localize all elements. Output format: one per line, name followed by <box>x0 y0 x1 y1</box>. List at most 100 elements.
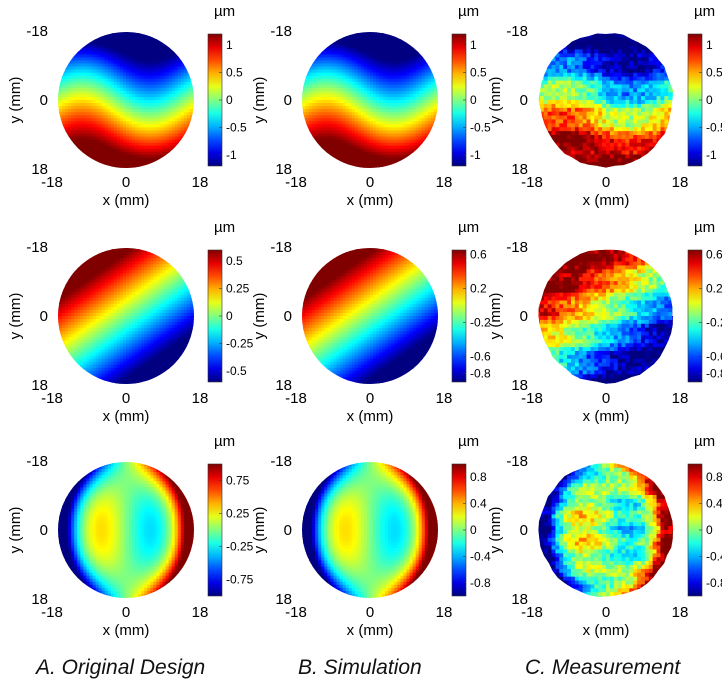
heatmap-cell <box>412 48 417 52</box>
heatmap-cell <box>421 96 426 101</box>
heatmap-cell <box>625 57 630 62</box>
heatmap-cell <box>71 118 75 122</box>
heatmap-cell <box>89 291 94 296</box>
heatmap-cell <box>617 76 623 82</box>
y-tick-label: 0 <box>40 92 48 109</box>
heatmap-cell <box>382 160 386 165</box>
heatmap-cell <box>539 119 545 124</box>
heatmap-cell <box>92 103 97 107</box>
heatmap-cell <box>141 166 145 168</box>
heatmap-cell <box>602 162 607 167</box>
heatmap-cell <box>98 312 103 317</box>
heatmap-cell <box>370 75 374 80</box>
heatmap-cell <box>629 80 634 86</box>
heatmap-cell <box>129 51 133 55</box>
heatmap-cell <box>424 133 429 138</box>
heatmap-cell <box>156 160 161 165</box>
heatmap-cell <box>652 138 658 144</box>
heatmap-cell <box>165 112 170 116</box>
heatmap-cell <box>637 123 642 128</box>
heatmap-cell <box>80 96 84 101</box>
heatmap-cell <box>95 136 100 141</box>
heatmap-cell <box>168 133 173 138</box>
heatmap-cell <box>153 42 158 46</box>
heatmap-b-row1 <box>302 32 438 168</box>
x-axis-label: x (mm) <box>347 192 394 209</box>
heatmap-cell <box>672 80 674 86</box>
heatmap-cell <box>98 100 103 104</box>
heatmap-cell <box>141 103 145 107</box>
heatmap-cell <box>122 96 127 101</box>
heatmap-cell <box>107 118 112 122</box>
heatmap-cell <box>110 54 115 58</box>
heatmap-cell <box>165 148 170 153</box>
heatmap-cell <box>65 282 69 287</box>
heatmap-cell <box>59 106 63 110</box>
heatmap-cell <box>107 33 112 37</box>
heatmap-cell <box>586 88 592 93</box>
heatmap-cell <box>101 270 106 274</box>
heatmap-cell <box>65 87 69 92</box>
heatmap-cell <box>382 63 386 68</box>
heatmap-cell <box>315 84 319 89</box>
heatmap-cell <box>83 121 88 125</box>
heatmap-cell <box>74 118 78 122</box>
heatmap-cell <box>122 115 127 119</box>
heatmap-cell <box>95 300 100 305</box>
heatmap-cell <box>415 72 420 77</box>
heatmap-cell <box>330 139 335 144</box>
heatmap-cell <box>376 51 380 55</box>
heatmap-cell <box>62 75 66 80</box>
heatmap-cell <box>119 36 124 40</box>
heatmap-cell <box>107 145 112 150</box>
heatmap-cell <box>180 124 185 128</box>
heatmap-cell <box>68 322 72 326</box>
heatmap-cell <box>563 45 568 51</box>
heatmap-cell <box>80 69 84 74</box>
heatmap-cell <box>77 331 81 335</box>
heatmap-cell <box>147 78 151 83</box>
heatmap-cell <box>116 90 121 95</box>
heatmap-cell <box>165 115 170 119</box>
heatmap-cell <box>122 90 127 95</box>
heatmap-cell <box>122 93 127 98</box>
heatmap-cell <box>77 133 81 138</box>
heatmap-cell <box>101 264 106 268</box>
heatmap-cell <box>98 109 103 113</box>
heatmap-cell <box>664 127 669 132</box>
heatmap-cell <box>342 48 347 52</box>
heatmap-cell <box>71 84 75 89</box>
heatmap-cell <box>119 163 124 168</box>
heatmap-cell <box>80 72 84 77</box>
heatmap-cell <box>590 142 595 148</box>
heatmap-cell <box>126 93 130 98</box>
heatmap-cell <box>141 148 145 153</box>
heatmap-cell <box>629 146 634 152</box>
heatmap-cell <box>539 68 545 74</box>
heatmap-cell <box>327 106 332 110</box>
heatmap-cell <box>162 39 167 43</box>
heatmap-cell <box>403 127 408 132</box>
heatmap-cell <box>110 163 115 168</box>
heatmap-cell <box>397 87 402 92</box>
heatmap-cell <box>135 75 139 80</box>
heatmap-cell <box>609 131 615 136</box>
heatmap-cell <box>360 96 365 101</box>
heatmap-cell <box>122 136 127 141</box>
heatmap-cell <box>415 81 420 86</box>
heatmap-cell <box>409 78 414 83</box>
heatmap-cell <box>147 90 151 95</box>
heatmap-cell <box>543 123 549 128</box>
heatmap-cell <box>590 49 595 54</box>
heatmap-cell <box>403 124 408 128</box>
heatmap-cell <box>95 109 100 113</box>
heatmap-cell <box>598 76 603 82</box>
heatmap-cell <box>174 81 179 86</box>
heatmap-cell <box>68 334 72 338</box>
heatmap-cell <box>162 81 167 86</box>
heatmap-cell <box>330 81 335 86</box>
heatmap-cell <box>376 90 380 95</box>
heatmap-cell <box>122 100 127 104</box>
heatmap-cell <box>132 69 136 74</box>
heatmap-cell <box>348 118 353 122</box>
